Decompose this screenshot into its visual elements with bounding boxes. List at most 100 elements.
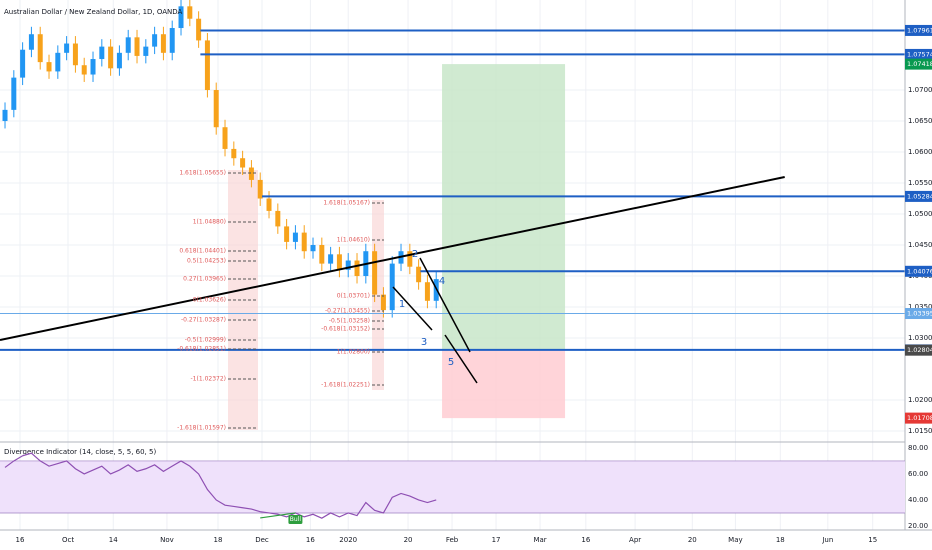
fib-label: 0(1.03626) [193, 297, 226, 304]
x-tick-label: Apr [629, 536, 641, 544]
fib-label: 1(1.04610) [337, 237, 370, 244]
candle-body [336, 254, 342, 270]
candle-body [72, 43, 78, 66]
x-tick-label: 20 [404, 536, 413, 544]
wave-label: 2 [412, 249, 418, 260]
loss-zone [442, 350, 566, 419]
fib-label: -0.27(1.03455) [325, 308, 370, 315]
candle-body [160, 34, 166, 53]
chart-title: Australian Dollar / New Zealand Dollar, … [4, 8, 183, 16]
profit-zone [442, 64, 566, 351]
y-tick-label: 1.06500 [908, 117, 932, 125]
candle-body [169, 28, 175, 53]
indicator-tick-label: 20.00 [908, 522, 928, 530]
y-tick-label: 1.04500 [908, 241, 932, 249]
fib-label: -1(1.02372) [191, 376, 226, 383]
candle-body [328, 254, 334, 264]
candle-body [213, 90, 219, 128]
candle-body [20, 49, 26, 78]
x-tick-label: 18 [776, 536, 785, 544]
trendline [0, 176, 785, 341]
candle-body [108, 46, 114, 69]
candle-body [319, 245, 325, 264]
x-tick-label: 2020 [339, 536, 357, 544]
candle-body [28, 34, 34, 50]
price-label-box [905, 24, 932, 36]
candle-body [125, 37, 131, 53]
fib-label: -0.618(1.03152) [321, 326, 370, 333]
candle-body [116, 52, 122, 69]
candle-body [266, 198, 272, 211]
price-label-box [905, 344, 932, 356]
candle-body [134, 37, 140, 56]
price-label-box [905, 308, 932, 320]
x-tick-label: 15 [868, 536, 877, 544]
candle-body [143, 46, 149, 56]
candle-body [284, 226, 290, 242]
candle-body [301, 232, 307, 252]
x-tick-label: Dec [255, 536, 269, 544]
x-tick-label: 16 [16, 536, 25, 544]
candle-body [196, 18, 202, 41]
y-tick-label: 1.03500 [908, 303, 932, 311]
fib-label: -0.5(1.03258) [329, 318, 370, 325]
fib-label: 0.618(1.04401) [179, 248, 226, 255]
wave-line [444, 334, 478, 384]
price-label: 1.07574 [907, 50, 932, 58]
candle-body [310, 245, 316, 252]
candle-body [380, 294, 386, 311]
candle-body [240, 158, 246, 168]
fib-label: -1.618(1.01597) [177, 425, 226, 432]
x-tick-label: 18 [214, 536, 223, 544]
fib-label: 1(1.04880) [193, 219, 226, 226]
indicator-title: Divergence Indicator (14, close, 5, 5, 6… [4, 448, 156, 456]
candle-body [90, 59, 96, 75]
indicator: 80.00 60.00 40.00 20.00 Bull [0, 444, 928, 530]
candle-body [55, 52, 61, 72]
candle-body [222, 127, 228, 149]
candle-body [389, 263, 395, 311]
candle-body [46, 62, 52, 72]
y-tick-label: 1.07000 [908, 86, 932, 94]
x-tick-label: Nov [160, 536, 174, 544]
candle-body [257, 179, 263, 199]
price-label: 1.01708 [907, 414, 932, 422]
wave-label: 3 [421, 337, 427, 348]
fib-label: -1.618(1.02251) [321, 382, 370, 389]
candle-body [2, 109, 8, 122]
fib-label: 1.618(1.05655) [179, 170, 226, 177]
x-tick-label: 17 [492, 536, 501, 544]
fib-label: -0.618(1.02851) [177, 346, 226, 353]
price-label-box [905, 58, 932, 70]
x-tick-label: 14 [109, 536, 118, 544]
signal-box [288, 514, 303, 524]
fib-label: -0.5(1.02999) [185, 337, 226, 344]
wave-line [419, 257, 471, 353]
indicator-tick-label: 80.00 [908, 444, 928, 452]
y-tick-label: 1.03000 [908, 334, 932, 342]
candle-body [187, 6, 193, 19]
fib-label: 1(1.02800) [337, 349, 370, 356]
wave-label: 1 [399, 299, 405, 310]
annotations: 1.618(1.05655) 1(1.04880) 0.618(1.04401) 0.… [0, 29, 905, 432]
candle-body [345, 260, 351, 270]
x-tick-label: Jun [821, 536, 833, 544]
x-tick-label: Oct [62, 536, 74, 544]
y-tick-label: 1.05500 [908, 179, 932, 187]
candle-body [407, 251, 413, 267]
candle-body [99, 46, 105, 60]
wave-label: 4 [439, 276, 445, 287]
candle-body [204, 40, 210, 91]
x-tick-label: Feb [446, 536, 459, 544]
x-tick-label: Mar [533, 536, 546, 544]
price-label: 1.03395 [907, 310, 932, 318]
axes: 1.07000 1.06500 1.06000 1.05500 1.05000 1.045… [16, 24, 932, 544]
x-tick-label: 16 [581, 536, 590, 544]
candle-body [178, 6, 184, 29]
wave-label: 5 [448, 357, 454, 368]
divergence-line [260, 512, 296, 519]
candle-body [37, 34, 43, 63]
price-label: 1.07961 [907, 26, 932, 34]
candle-body [81, 65, 87, 75]
